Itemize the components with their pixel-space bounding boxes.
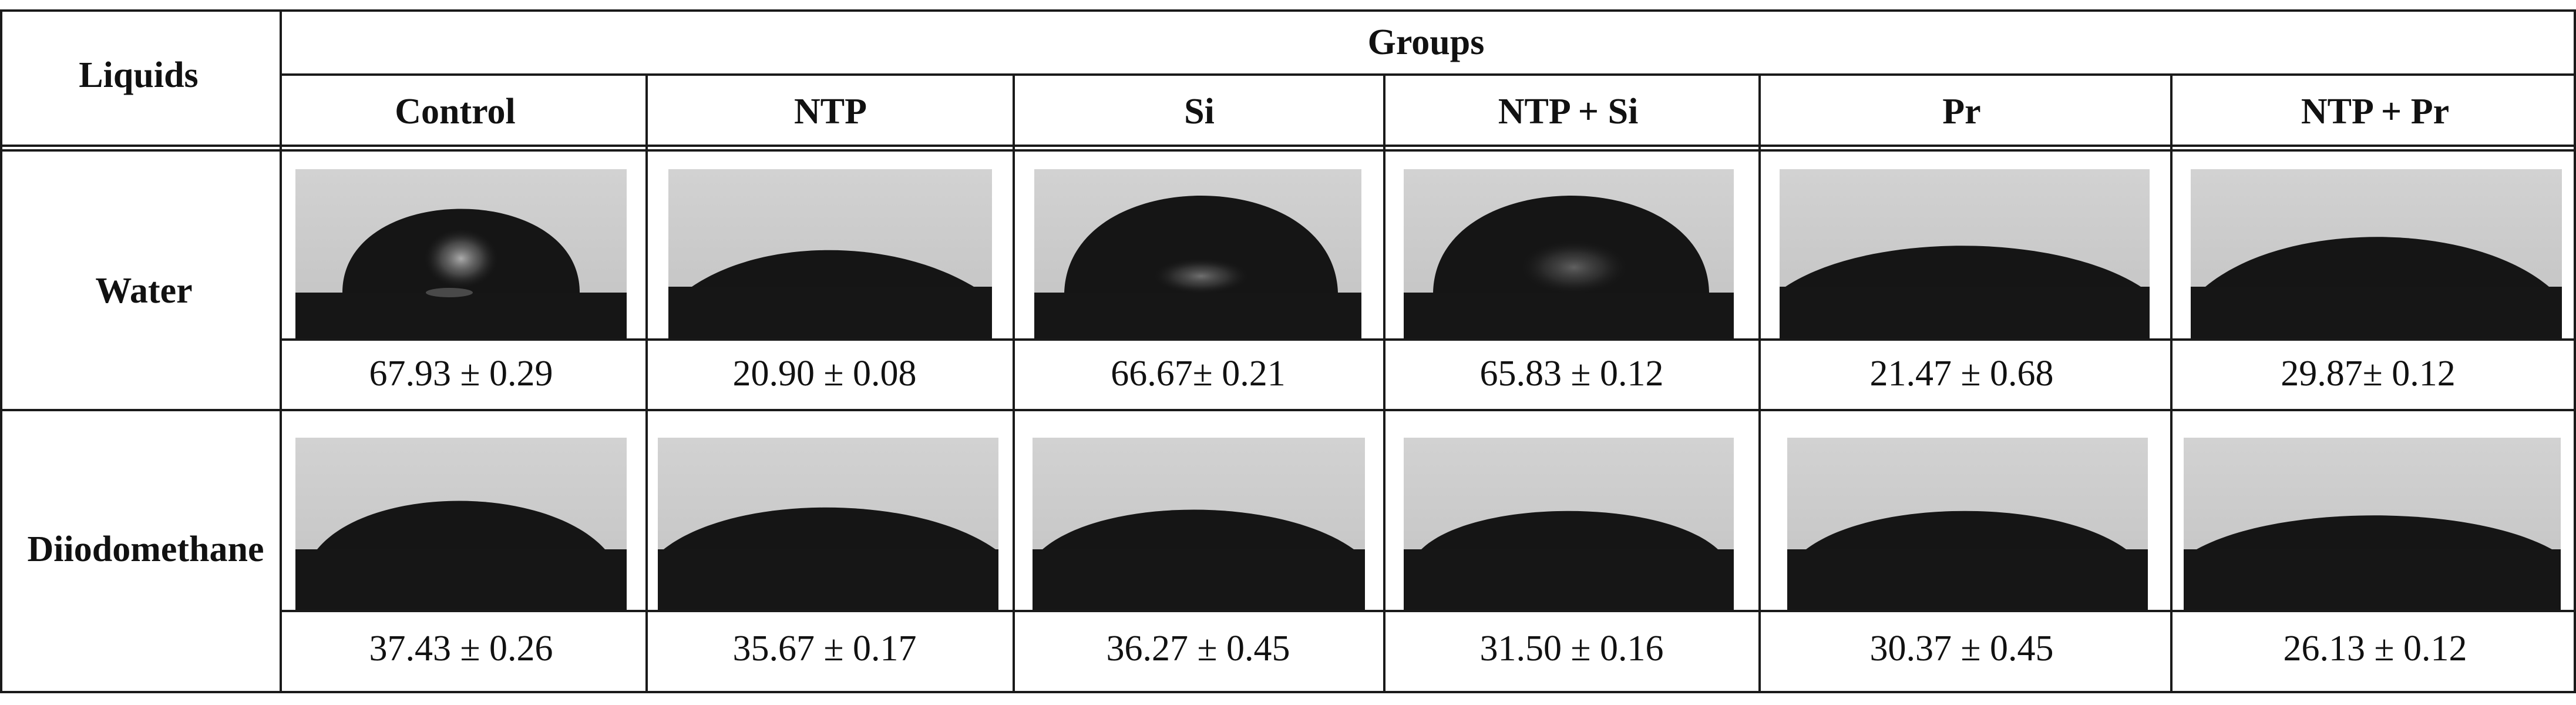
liquids-header: Liquids — [79, 55, 198, 95]
water-droplet-image-si — [1034, 169, 1361, 340]
diiodomethane-droplet-image-control — [295, 438, 627, 611]
row-label-diiodomethane: Diiodomethane — [28, 529, 264, 569]
diiodomethane-value-control: 37.43 ± 0.26 — [369, 629, 553, 669]
diiodomethane-value-ntp-si: 31.50 ± 0.16 — [1479, 629, 1663, 669]
diiodomethane-value-si: 36.27 ± 0.45 — [1106, 629, 1290, 669]
water-value-si: 66.67± 0.21 — [1111, 354, 1286, 394]
column-header-ntp-pr: NTP + Pr — [2301, 92, 2449, 132]
diiodomethane-value-pr: 30.37 ± 0.45 — [1869, 629, 2053, 669]
diiodomethane-droplet-image-ntp-pr — [2184, 438, 2561, 611]
water-droplet-image-ntp-pr — [2191, 169, 2562, 340]
column-header-ntp-si: NTP + Si — [1498, 92, 1639, 132]
table-grid — [0, 9, 2576, 693]
diiodomethane-droplet-image-ntp — [658, 438, 998, 611]
water-droplet-image-pr — [1780, 169, 2150, 340]
water-droplet-image-ntp — [668, 169, 992, 340]
column-header-si: Si — [1184, 92, 1215, 132]
column-header-ntp: NTP — [794, 92, 867, 132]
diiodomethane-value-ntp: 35.67 ± 0.17 — [732, 629, 916, 669]
water-value-ntp: 20.90 ± 0.08 — [732, 354, 916, 394]
water-value-control: 67.93 ± 0.29 — [369, 354, 553, 394]
diiodomethane-droplet-image-pr — [1787, 438, 2148, 611]
diiodomethane-droplet-image-si — [1033, 438, 1365, 611]
diiodomethane-droplet-image-ntp-si — [1404, 438, 1734, 611]
diiodomethane-value-ntp-pr: 26.13 ± 0.12 — [2283, 629, 2467, 669]
water-value-ntp-si: 65.83 ± 0.12 — [1479, 354, 1663, 394]
water-value-pr: 21.47 ± 0.68 — [1869, 354, 2053, 394]
water-droplet-image-ntp-si — [1404, 169, 1734, 340]
water-droplet-image-control — [295, 169, 627, 340]
water-value-ntp-pr: 29.87± 0.12 — [2281, 354, 2456, 394]
column-header-pr: Pr — [1942, 92, 1980, 132]
row-label-water: Water — [95, 271, 192, 311]
groups-header: Groups — [1368, 22, 1485, 62]
column-header-control: Control — [395, 92, 516, 132]
